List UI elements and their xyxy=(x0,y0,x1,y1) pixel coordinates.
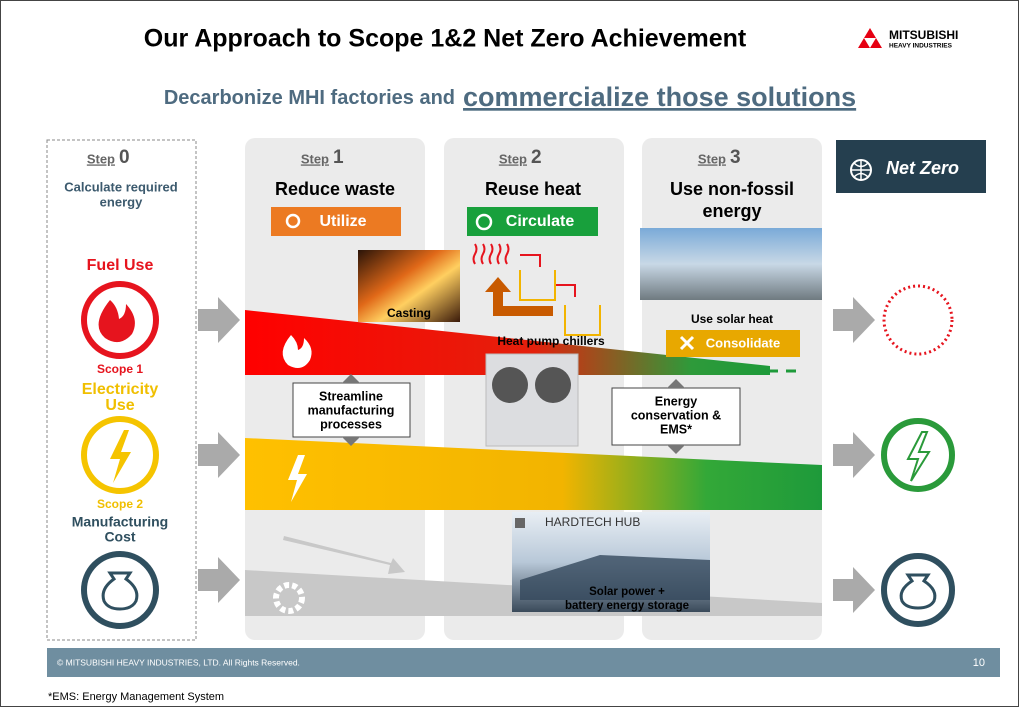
action-label: Utilize xyxy=(319,213,366,230)
hub-logo xyxy=(515,518,525,528)
solar-power-text: battery energy storage xyxy=(565,600,689,612)
step-title: energy xyxy=(702,201,761,221)
streamline-text: Streamline xyxy=(319,389,383,403)
step-label: Step xyxy=(87,151,115,166)
step-title: Use non-fossil xyxy=(670,179,794,199)
copyright: © MITSUBISHI HEAVY INDUSTRIES, LTD. All … xyxy=(57,657,300,667)
source-name: Fuel Use xyxy=(87,257,154,274)
action-label: Circulate xyxy=(506,213,575,230)
solar-photo xyxy=(640,228,822,300)
step-label: Step xyxy=(698,151,726,166)
chiller-photo xyxy=(486,354,578,446)
source-name: Manufacturing xyxy=(72,514,168,530)
streamline-text: manufacturing xyxy=(308,403,395,417)
step-title: energy xyxy=(100,194,143,209)
ems-text: EMS* xyxy=(660,422,692,436)
source-scope: Scope 1 xyxy=(97,362,143,376)
hub-label: HARDTECH HUB xyxy=(545,515,640,529)
logo-name: MITSUBISHI xyxy=(889,28,958,42)
slide: Our Approach to Scope 1&2 Net Zero Achie… xyxy=(0,0,1019,707)
chiller-fan xyxy=(492,367,528,403)
footnote: *EMS: Energy Management System xyxy=(48,691,224,703)
chiller-fan xyxy=(535,367,571,403)
ems-text: Energy xyxy=(655,394,697,408)
goal: Net Zero xyxy=(886,158,959,178)
subtitle-lead: Decarbonize MHI factories and xyxy=(164,87,455,109)
source-scope: Scope 2 xyxy=(97,497,143,511)
step-number: 3 xyxy=(730,147,741,168)
page-number: 10 xyxy=(973,657,985,669)
step-number: 0 xyxy=(119,147,130,168)
solar-power-text: Solar power + xyxy=(589,586,665,598)
subtitle-emphasis: commercialize those solutions xyxy=(463,82,856,112)
title: Our Approach to Scope 1&2 Net Zero Achie… xyxy=(144,25,747,53)
ems-text: conservation & xyxy=(631,408,721,422)
step-label: Step xyxy=(499,151,527,166)
step-title: Calculate required xyxy=(64,179,177,194)
step-title: Reduce waste xyxy=(275,179,395,199)
source-name: Cost xyxy=(104,529,135,545)
goal-icon-lines xyxy=(851,160,871,180)
action-label: Consolidate xyxy=(706,335,780,350)
solar-heat-label: Use solar heat xyxy=(691,312,773,326)
step-number: 1 xyxy=(333,147,344,168)
casting-label: Casting xyxy=(387,306,431,320)
step-title: Reuse heat xyxy=(485,179,581,199)
source-name: Use xyxy=(105,397,134,414)
step-number: 2 xyxy=(531,147,542,168)
streamline-text: processes xyxy=(320,417,382,431)
logo-sub: HEAVY INDUSTRIES xyxy=(889,43,953,50)
subtitle: Decarbonize MHI factories and commerciali… xyxy=(164,82,856,112)
chillers-label: Heat pump chillers xyxy=(497,334,605,348)
step-label: Step xyxy=(301,151,329,166)
source-name: Electricity xyxy=(82,381,159,398)
